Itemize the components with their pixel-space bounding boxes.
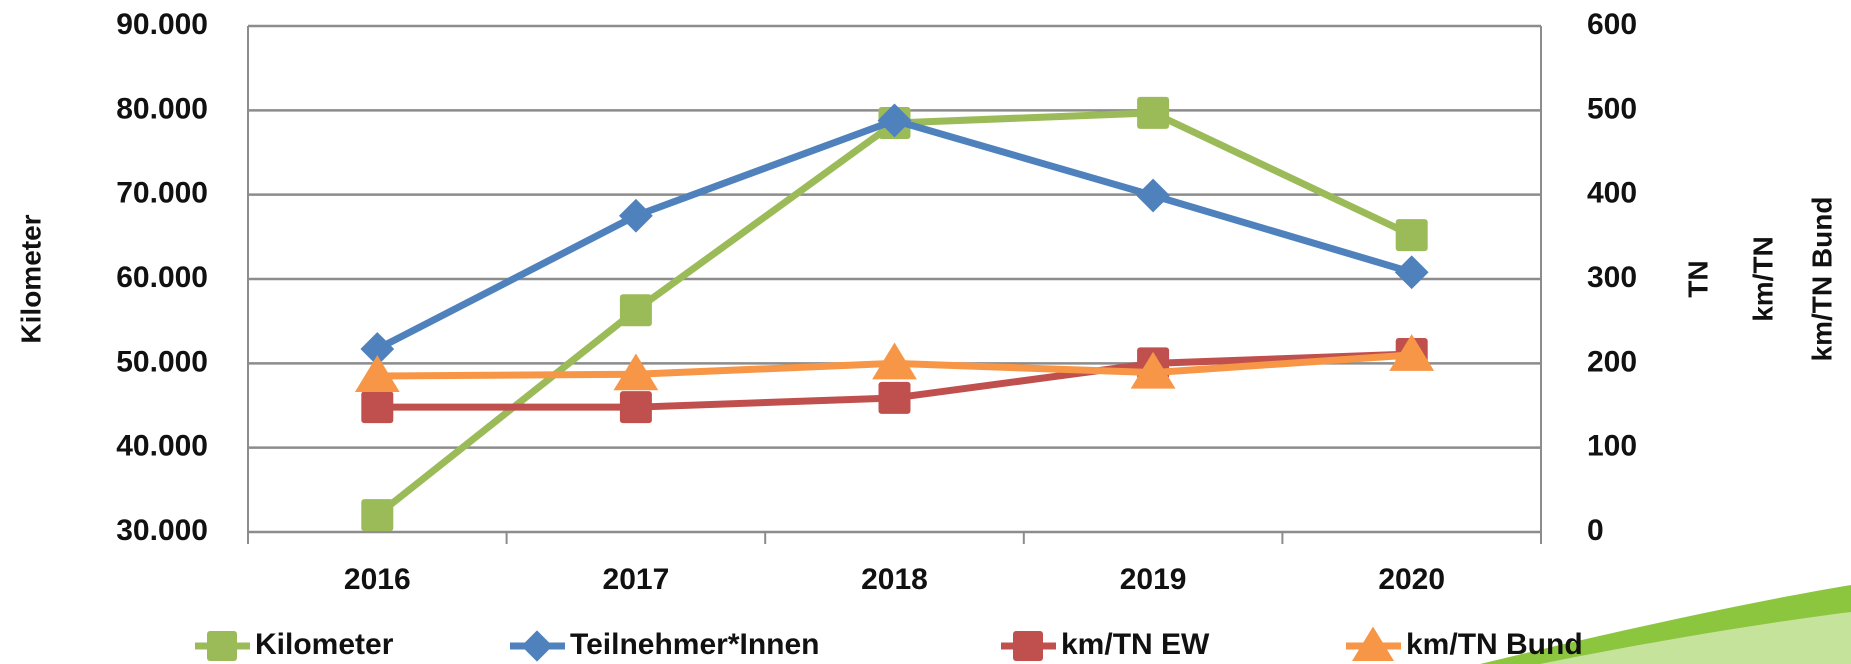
y2-tick-label: 0 — [1587, 514, 1604, 547]
y2-tick-label: 500 — [1587, 92, 1637, 125]
x-tick-label: 2020 — [1378, 563, 1445, 596]
marker — [878, 381, 911, 414]
y-tick-label: 80.000 — [116, 92, 208, 125]
y-tick-label: 90.000 — [116, 8, 208, 41]
y2-axis-title: km/TN Bund — [1806, 197, 1837, 362]
y-tick-label: 60.000 — [116, 261, 208, 294]
marker — [619, 391, 652, 424]
y2-axis-title: TN — [1682, 260, 1713, 297]
x-tick-label: 2016 — [344, 563, 411, 596]
marker — [877, 103, 912, 138]
y2-tick-label: 400 — [1587, 177, 1637, 210]
y-tick-label: 70.000 — [116, 177, 208, 210]
marker — [1389, 334, 1435, 371]
marker — [361, 499, 394, 532]
y2-tick-label: 200 — [1587, 345, 1637, 378]
legend-label: Teilnehmer*Innen — [570, 628, 820, 661]
legend-marker — [207, 631, 237, 661]
y-tick-label: 40.000 — [116, 430, 208, 463]
legend-marker — [1352, 626, 1394, 661]
marker — [1137, 96, 1170, 129]
x-tick-label: 2019 — [1120, 563, 1187, 596]
marker — [619, 198, 653, 233]
x-tick-label: 2018 — [861, 563, 928, 596]
legend-label: km/TN Bund — [1406, 628, 1583, 661]
marker — [360, 332, 395, 366]
marker — [1394, 255, 1429, 290]
y2-tick-label: 100 — [1587, 430, 1637, 463]
marker — [613, 353, 659, 391]
x-tick-label: 2017 — [603, 563, 670, 596]
marker — [361, 391, 394, 424]
marker — [619, 294, 652, 327]
y-tick-label: 30.000 — [116, 514, 208, 547]
marker — [1395, 219, 1428, 252]
series-line — [375, 116, 1413, 353]
legend-marker — [1013, 631, 1043, 661]
legend-label: Kilometer — [255, 628, 394, 661]
y-tick-label: 50.000 — [116, 345, 208, 378]
legend-label: km/TN EW — [1061, 628, 1210, 661]
y2-tick-label: 300 — [1587, 261, 1637, 294]
y-axis-title: Kilometer — [15, 214, 46, 343]
decorative-swoosh-light — [1540, 612, 1851, 664]
marker — [872, 342, 917, 380]
y2-axis-title: km/TN — [1747, 236, 1778, 322]
marker — [354, 355, 400, 392]
marker — [1136, 178, 1170, 213]
series-line — [375, 109, 1414, 518]
marker — [1130, 351, 1176, 389]
y2-tick-label: 600 — [1587, 8, 1637, 41]
legend-marker — [521, 630, 553, 662]
